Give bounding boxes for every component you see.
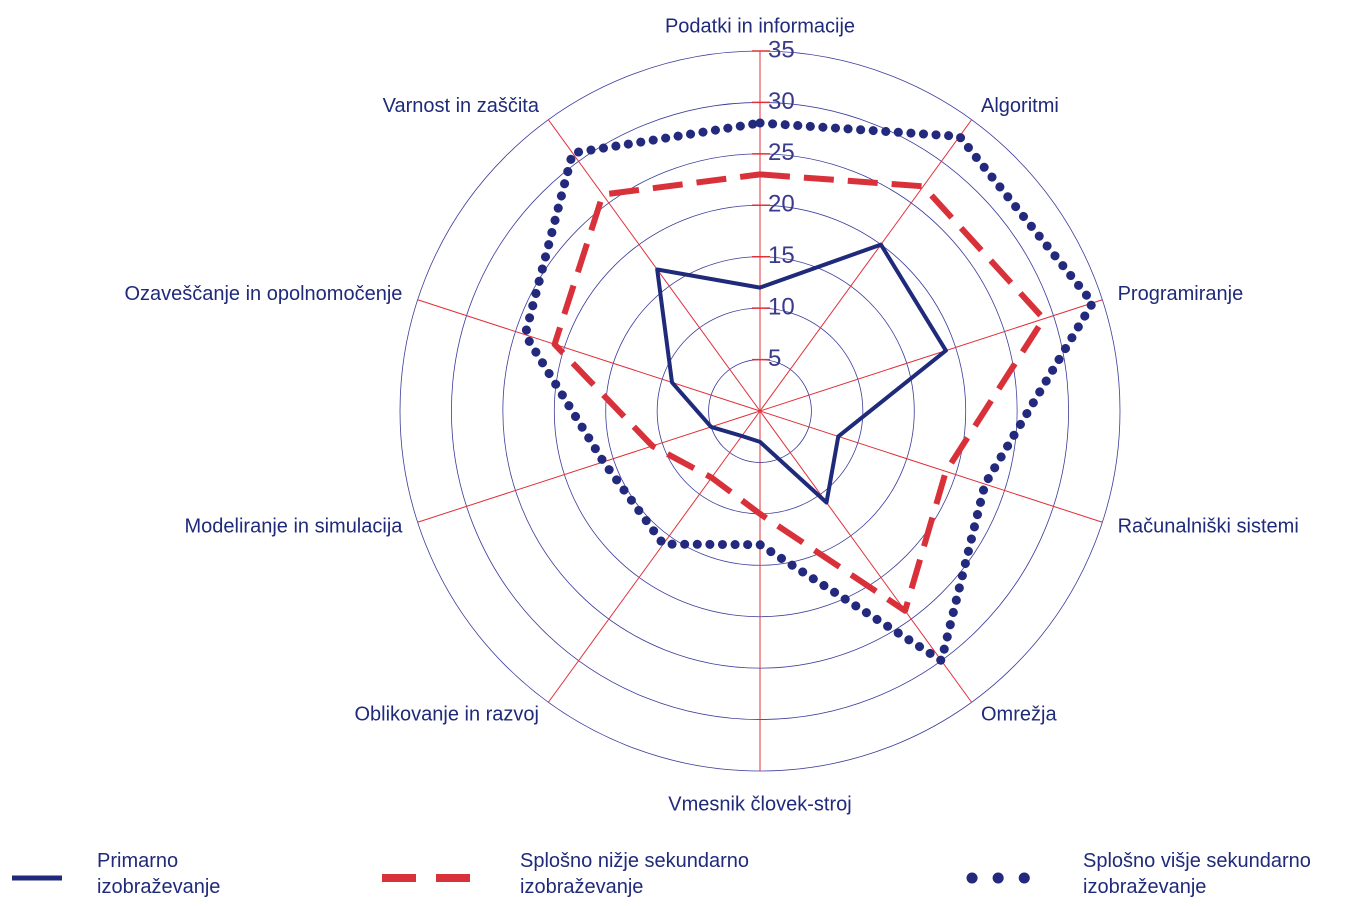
axis-label: Varnost in zaščita [383, 95, 540, 117]
legend-label: Splošno nižje sekundarno izobraževanje [520, 850, 750, 898]
axis-line [547, 410, 761, 703]
axis-line [417, 410, 761, 523]
tick-label: 15 [768, 242, 795, 269]
series-line [551, 171, 1047, 614]
axis-line [759, 410, 1103, 523]
axis-label: Vmesnik človek-stroj [668, 793, 851, 815]
legend-label: Primarno izobraževanje [97, 850, 221, 898]
axis-label: Računalniški sistemi [1118, 515, 1299, 537]
tick-label: 20 [768, 191, 795, 218]
tick-label: 25 [768, 139, 795, 166]
tick-label: 30 [768, 88, 795, 115]
tick-label: 35 [768, 36, 795, 63]
tick-label: 10 [768, 293, 795, 320]
legend-label: Splošno višje sekundarno izobraževanje [1083, 850, 1311, 898]
axis-line [417, 299, 761, 412]
series-line [655, 242, 948, 505]
tick-label: 5 [768, 345, 781, 372]
axis-label: Oblikovanje in razvoj [354, 703, 539, 725]
axis-label: Omrežja [981, 703, 1057, 725]
series-line [520, 118, 1098, 666]
axis-line [759, 119, 973, 412]
axis-label: Ozaveščanje in opolnomočenje [124, 283, 402, 305]
axis-label: Podatki in informacije [665, 15, 855, 37]
axis-line [547, 119, 761, 412]
axis-label: Modeliranje in simulacija [185, 515, 404, 537]
axis-line [759, 299, 1103, 412]
axis-line [759, 410, 973, 703]
axis-label: Algoritmi [981, 95, 1059, 117]
axis-label: Programiranje [1118, 283, 1244, 305]
